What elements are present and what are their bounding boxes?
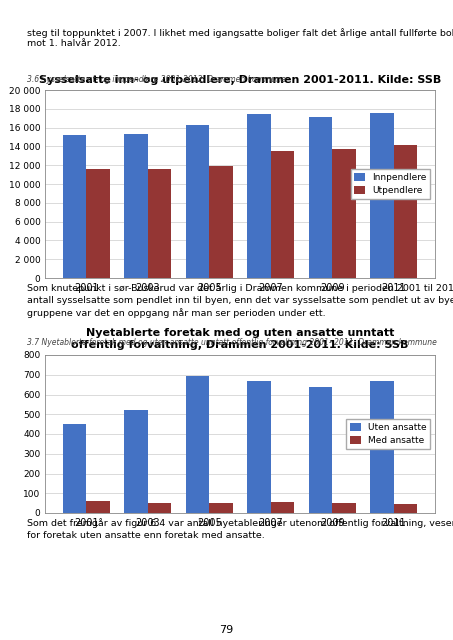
Bar	[209, 503, 233, 513]
Text: Som knutepunkt i sør-Buskerud var det årlig i Drammen kommune i perioden 2001 ti: Som knutepunkt i sør-Buskerud var det år…	[27, 283, 453, 317]
Bar	[333, 149, 356, 278]
Bar	[63, 424, 87, 513]
Bar	[247, 113, 271, 278]
Bar	[371, 113, 394, 278]
Bar	[394, 145, 417, 278]
Text: Som det fremgår av figur 6.4 var antall nyetableringer utenom offentlig forvaltn: Som det fremgår av figur 6.4 var antall …	[27, 518, 453, 540]
Text: steg til toppunktet i 2007. I likhet med igangsatte boliger falt det årlige anta: steg til toppunktet i 2007. I likhet med…	[27, 28, 453, 48]
Bar	[87, 501, 110, 513]
Bar	[63, 135, 87, 278]
Text: 3.7 Nyetablerte foretak med og uten ansatte unntatt offentlig forvaltning 2001- : 3.7 Nyetablerte foretak med og uten ansa…	[27, 338, 437, 347]
Title: Nyetablerte foretak med og uten ansatte unntatt
offentlig forvaltning, Drammen 2: Nyetablerte foretak med og uten ansatte …	[72, 328, 409, 350]
Legend: Innpendlere, Utpendlere: Innpendlere, Utpendlere	[351, 169, 430, 199]
Bar	[87, 169, 110, 278]
Bar	[148, 169, 171, 278]
Bar	[309, 387, 333, 513]
Bar	[247, 381, 271, 513]
Legend: Uten ansatte, Med ansatte: Uten ansatte, Med ansatte	[347, 419, 430, 449]
Bar	[309, 117, 333, 278]
Bar	[186, 125, 209, 278]
Bar	[271, 151, 294, 278]
Bar	[148, 503, 171, 513]
Bar	[394, 504, 417, 513]
Bar	[186, 376, 209, 513]
Text: 3.6 Sysselsatte ut- og innpendlere 2001-2012, Drammen kommune: 3.6 Sysselsatte ut- og innpendlere 2001-…	[27, 75, 286, 84]
Bar	[371, 381, 394, 513]
Bar	[209, 166, 233, 278]
Text: 79: 79	[219, 625, 234, 635]
Bar	[125, 410, 148, 513]
Title: Sysselsatte inn- og utpendlere, Drammen 2001-2011. Kilde: SSB: Sysselsatte inn- og utpendlere, Drammen …	[39, 75, 441, 85]
Bar	[271, 502, 294, 513]
Bar	[125, 134, 148, 278]
Bar	[333, 503, 356, 513]
